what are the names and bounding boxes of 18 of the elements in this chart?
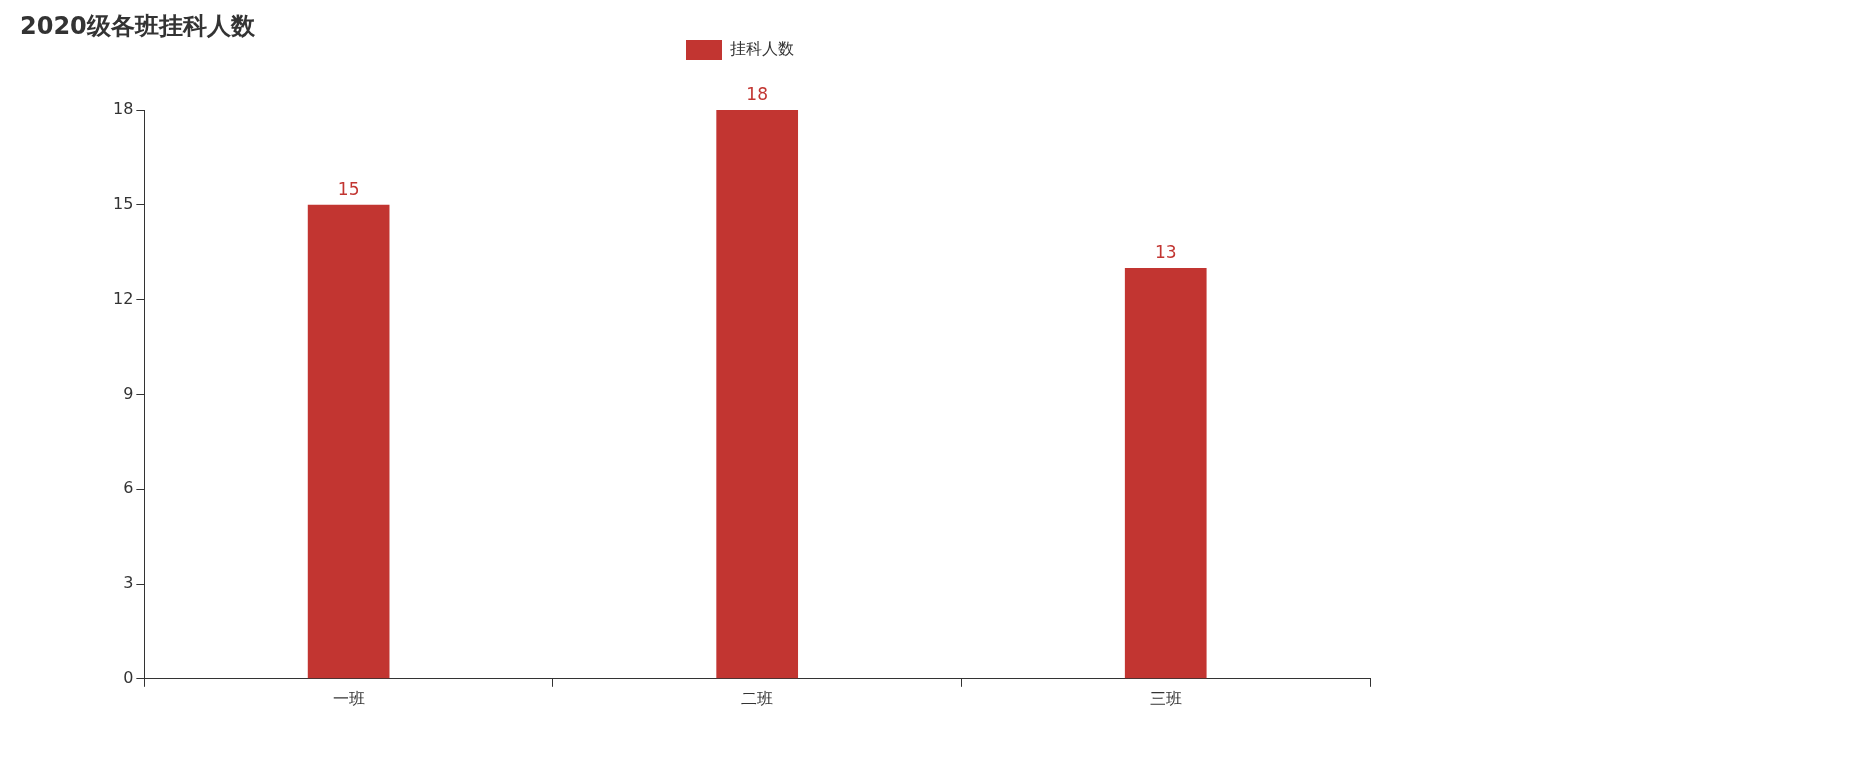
data-label: 18 (746, 83, 768, 104)
y-tick-label: 9 (123, 383, 134, 403)
y-tick-label: 12 (113, 288, 134, 308)
y-tick-label: 3 (123, 573, 134, 593)
data-label: 13 (1154, 241, 1177, 262)
y-tick-label: 15 (113, 193, 134, 213)
y-tick-label: 6 (123, 478, 134, 498)
data-label: 15 (337, 178, 360, 199)
legend-label: 挂科人数 (730, 39, 794, 59)
x-tick-label: 二班 (741, 688, 774, 708)
x-tick-label: 三班 (1149, 688, 1182, 708)
bar (1124, 268, 1207, 679)
bar (716, 110, 799, 679)
chart-title: 2020级各班挂科人数 (20, 11, 255, 42)
y-tick-label: 0 (123, 667, 134, 687)
bar (307, 204, 390, 679)
x-tick-label: 一班 (332, 688, 365, 708)
y-tick-label: 18 (113, 99, 134, 119)
